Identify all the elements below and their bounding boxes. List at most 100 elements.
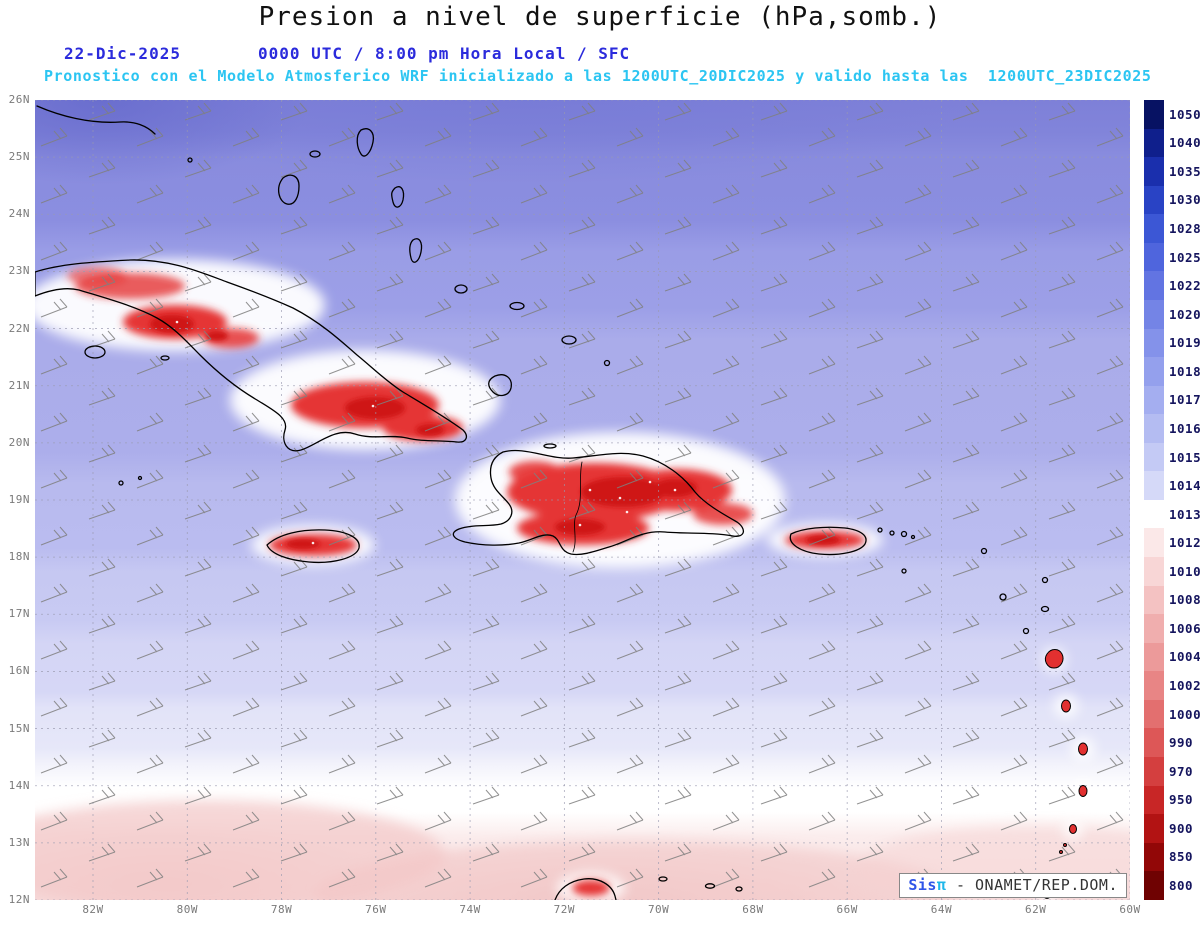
colorbar-label: 1025	[1169, 249, 1200, 265]
colorbar-swatch	[1144, 842, 1164, 872]
wind-barbs-layer	[35, 100, 1130, 900]
colorbar-swatch	[1144, 499, 1164, 529]
colorbar-label: 1014	[1169, 478, 1200, 494]
colorbar-label: 1004	[1169, 649, 1200, 665]
lon-label: 66W	[836, 903, 858, 916]
lat-axis: 26N 25N 24N 23N 22N 21N 20N 19N 18N 17N 16N 15N 14N 1…	[0, 93, 32, 906]
lon-label: 68W	[742, 903, 764, 916]
colorbar-label: 1040	[1169, 135, 1200, 151]
colorbar-label: 1017	[1169, 392, 1200, 408]
colorbar-swatch	[1144, 756, 1164, 786]
lon-label: 74W	[459, 903, 481, 916]
colorbar-row: 800	[1144, 871, 1200, 900]
colorbar-row: 1035	[1144, 157, 1200, 186]
st-kitts	[999, 593, 1007, 601]
colorbar-label: 1000	[1169, 706, 1200, 722]
lon-label: 60W	[1119, 903, 1141, 916]
colorbar-swatch	[1144, 157, 1164, 186]
colorbar-label: 1018	[1169, 363, 1200, 379]
colorbar-swatch	[1144, 242, 1164, 272]
colorbar-label: 1012	[1169, 535, 1200, 551]
colorbar-row: 1019	[1144, 328, 1200, 358]
colorbar-row: 1018	[1144, 357, 1200, 386]
colorbar-label: 1050	[1169, 106, 1200, 122]
colorbar-row: 1010	[1144, 557, 1200, 586]
guajira-coast	[554, 878, 617, 900]
lat-label: 17N	[8, 607, 30, 621]
colorbar-swatch	[1144, 871, 1164, 900]
lat-label: 22N	[8, 321, 30, 335]
colorbar-swatch	[1144, 328, 1164, 358]
colorbar-row: 900	[1144, 814, 1200, 843]
colorbar-row: 1017	[1144, 385, 1200, 415]
lat-label: 21N	[8, 378, 30, 392]
colorbar-row: 1002	[1144, 671, 1200, 700]
colorbar-row: 1015	[1144, 442, 1200, 472]
colorbar-row: 1022	[1144, 271, 1200, 300]
valid-time: 0000 UTC / 8:00 pm Hora Local / SFC	[258, 44, 631, 63]
crooked-island	[454, 284, 468, 294]
colorbar-row: 1028	[1144, 214, 1200, 243]
colorbar-label: 1008	[1169, 592, 1200, 608]
colorbar-swatch	[1144, 585, 1164, 615]
colorbar-swatch	[1144, 357, 1164, 386]
colorbar-label: 990	[1169, 735, 1194, 751]
lon-label: 82W	[82, 903, 104, 916]
colorbar-row: 1050	[1144, 100, 1200, 129]
colorbar-swatch	[1144, 214, 1164, 243]
lon-label: 78W	[270, 903, 293, 916]
colorbar-label: 1030	[1169, 192, 1200, 208]
colorbar-label: 850	[1169, 849, 1194, 865]
lat-label: 15N	[8, 721, 30, 735]
lon-label: 64W	[930, 903, 953, 916]
long-island	[409, 238, 423, 263]
eleuthera	[356, 128, 375, 157]
credit-pi-icon: π	[936, 876, 947, 894]
lat-label: 25N	[8, 150, 30, 164]
colorbar-swatch	[1144, 785, 1164, 815]
grenadines-2	[1059, 850, 1063, 854]
colorbar-row: 1004	[1144, 642, 1200, 672]
lon-label: 70W	[647, 903, 670, 916]
lat-label: 26N	[8, 93, 30, 106]
colorbar-label: 1002	[1169, 678, 1200, 694]
colorbar-swatch	[1144, 671, 1164, 700]
colorbar-swatch	[1144, 728, 1164, 757]
colorbar-label: 1016	[1169, 420, 1200, 436]
mayaguana	[509, 301, 525, 311]
colorbar-row: 1025	[1144, 242, 1200, 272]
grenadines-1	[1063, 843, 1067, 847]
bonaire	[735, 886, 743, 892]
valid-time-line: 22-Dic-2025 0000 UTC / 8:00 pm Hora Loca…	[0, 44, 1200, 64]
colorbar-label: 950	[1169, 792, 1194, 808]
colorbar-row: 1013	[1144, 499, 1200, 529]
lat-label: 24N	[8, 207, 30, 221]
lon-axis: 82W 80W 78W 76W 74W 72W 70W 68W 66W 64W 62W 60W	[35, 903, 1140, 921]
colorbar-label: 900	[1169, 820, 1194, 836]
colorbar-row: 950	[1144, 785, 1200, 815]
st-vincent	[1069, 824, 1077, 834]
cay-sal	[187, 157, 193, 163]
colorbar-row: 1006	[1144, 614, 1200, 643]
antigua	[1040, 605, 1050, 613]
martinique	[1078, 742, 1088, 756]
colorbar-label: 1019	[1169, 335, 1200, 351]
colorbar-swatch	[1144, 557, 1164, 586]
page-title: Presion a nivel de superficie (hPa,somb.…	[258, 2, 942, 32]
colorbar-row: 970	[1144, 756, 1200, 786]
colorbar-label: 800	[1169, 877, 1194, 893]
isla-juventud	[84, 345, 106, 359]
colorbar-row: 1014	[1144, 471, 1200, 500]
lat-label: 18N	[8, 550, 30, 564]
lon-label: 72W	[553, 903, 576, 916]
lon-label: 76W	[365, 903, 387, 916]
florida-keys	[36, 105, 156, 135]
colorbar-row: 990	[1144, 728, 1200, 757]
colorbar-swatch	[1144, 385, 1164, 415]
lat-label: 20N	[8, 435, 30, 449]
dominica	[1061, 699, 1071, 713]
colorbar-swatch	[1144, 642, 1164, 672]
colorbar-row: 850	[1144, 842, 1200, 872]
colorbar-swatch	[1144, 614, 1164, 643]
colorbar-label: 1015	[1169, 449, 1200, 465]
